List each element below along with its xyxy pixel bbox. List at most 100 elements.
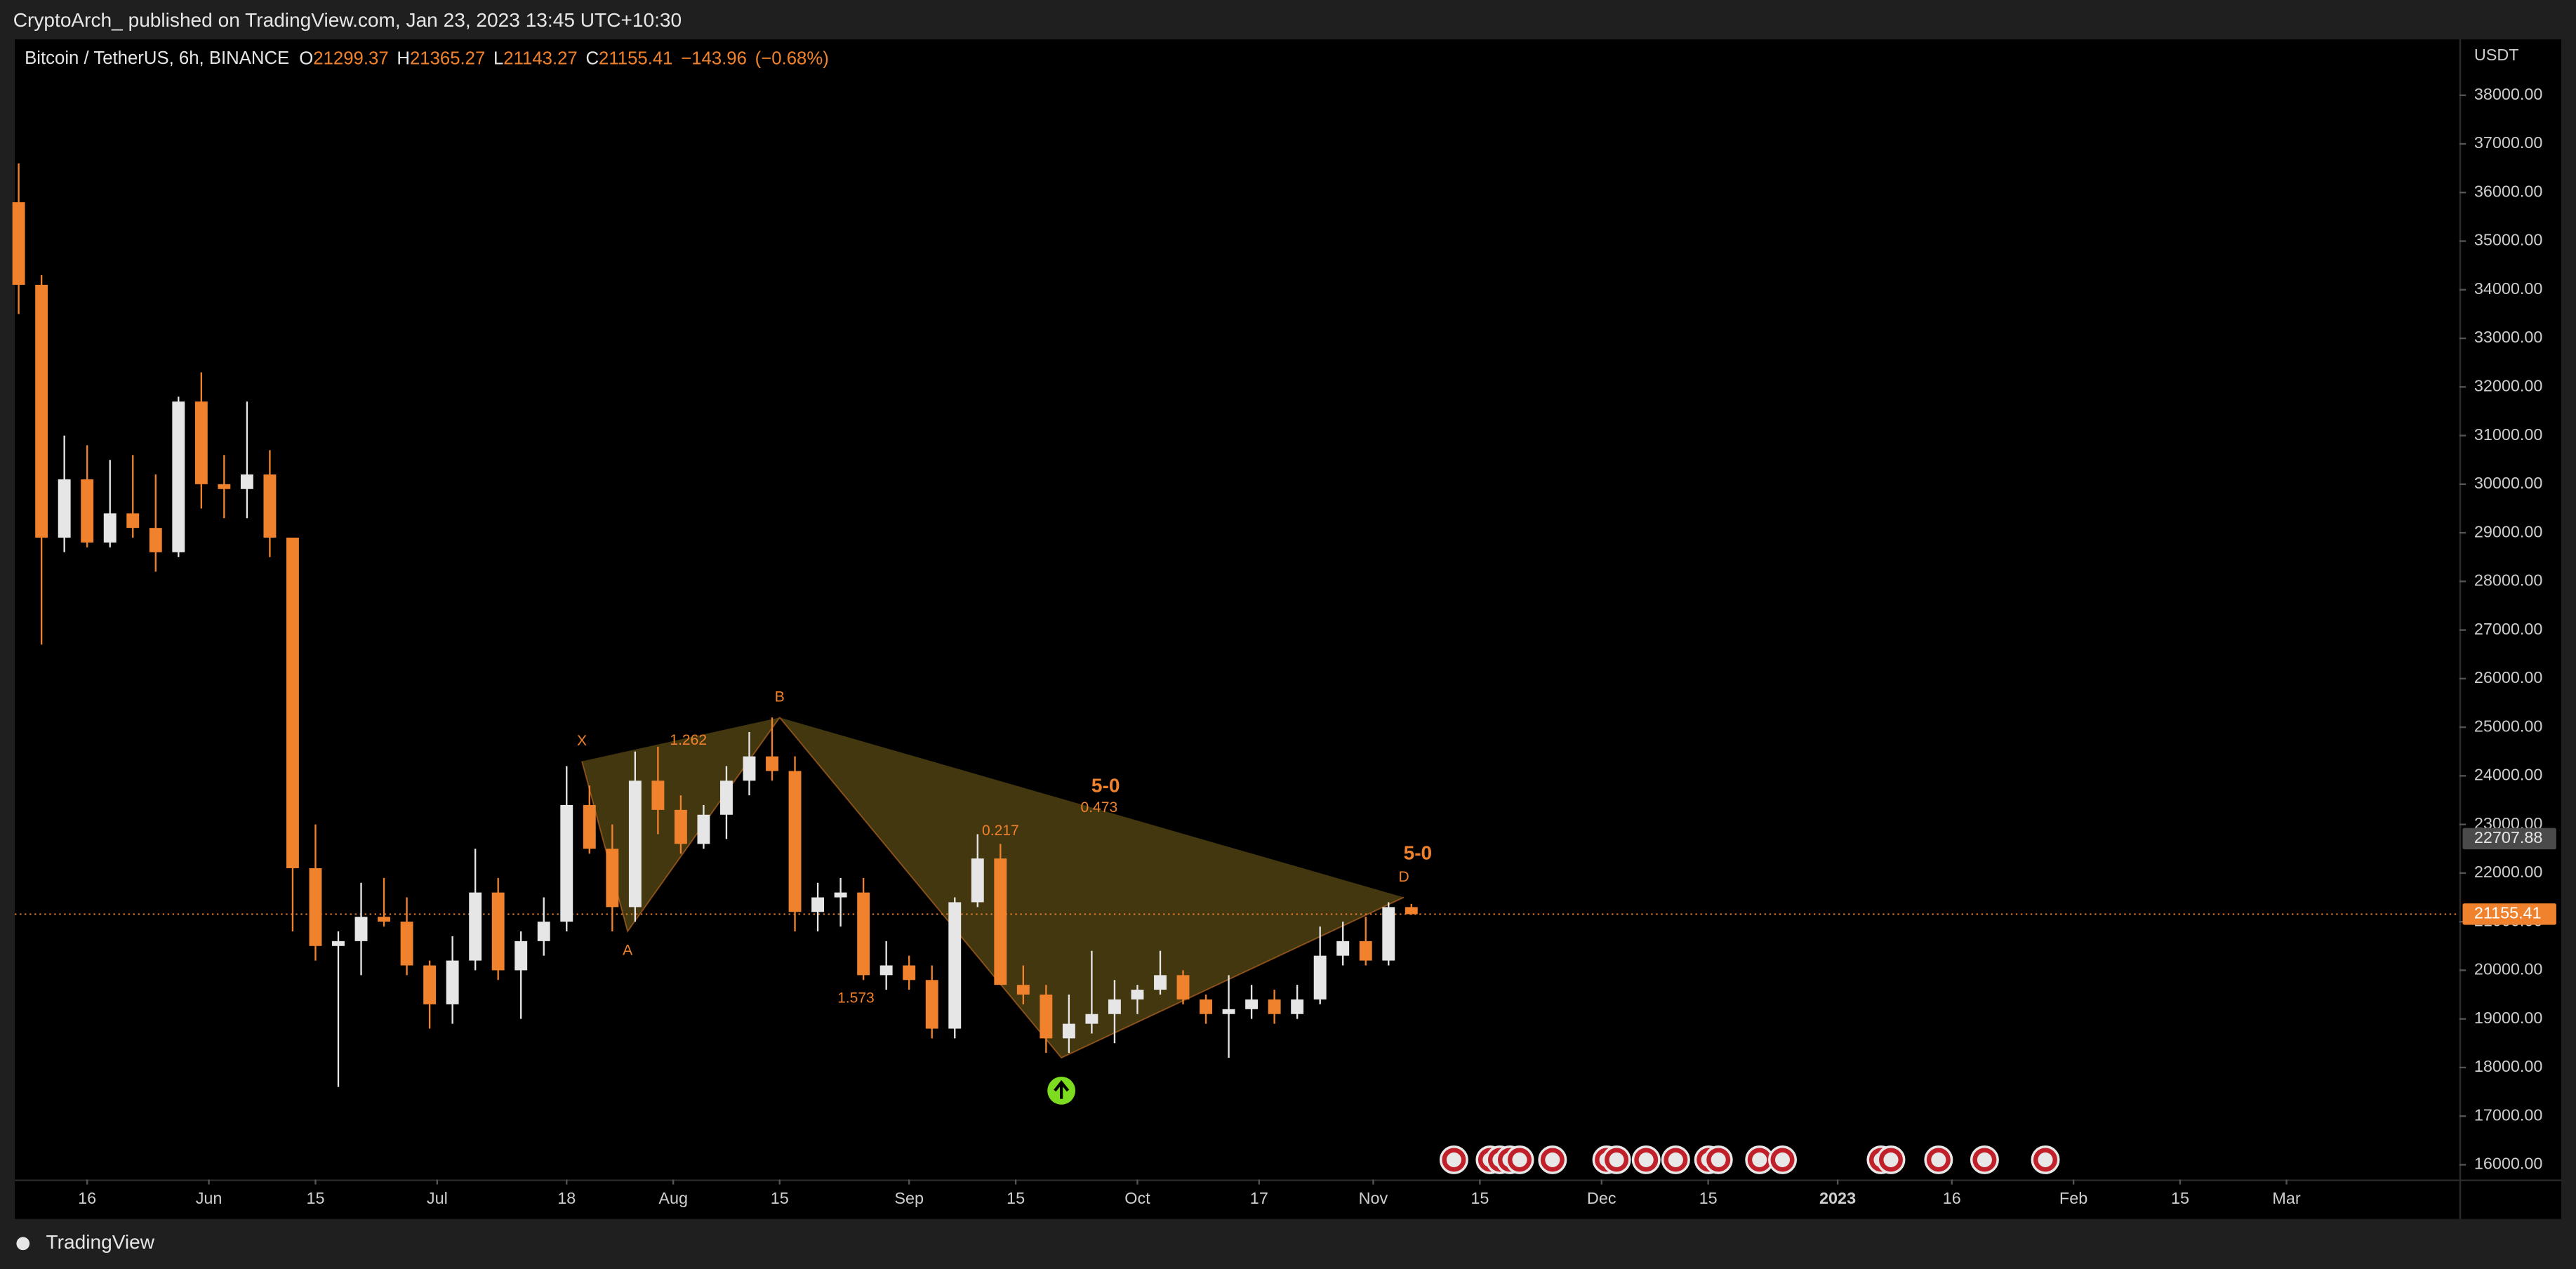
x-tick-label: Aug (658, 1189, 688, 1207)
y-tick-label: 34000.00 (2474, 279, 2543, 298)
candle-body (583, 804, 596, 849)
brand-name: TradingView (46, 1231, 155, 1253)
candle-body (788, 771, 802, 912)
pattern-ratio: 1.262 (670, 732, 707, 748)
candle-body (263, 474, 277, 538)
candle-body (1108, 999, 1121, 1014)
event-flag-inner (1752, 1152, 1767, 1167)
y-tick-label: 33000.00 (2474, 328, 2543, 346)
y-tick-label: 29000.00 (2474, 522, 2543, 540)
ohlc-value: 21155.41 (599, 48, 672, 68)
candle-body (948, 902, 962, 1029)
x-tick-label: 15 (1699, 1189, 1718, 1207)
pattern-point-label: A (623, 943, 632, 959)
candle-body (743, 756, 756, 781)
y-tick-label: 27000.00 (2474, 620, 2543, 638)
x-tick-label: 17 (1250, 1189, 1268, 1207)
candle-body (446, 960, 459, 1004)
candle-body (1062, 1023, 1075, 1039)
y-tick-label: 20000.00 (2474, 960, 2543, 978)
candle-body (103, 513, 117, 543)
event-flag-inner (1545, 1152, 1560, 1167)
candle-body (697, 814, 710, 844)
y-tick-label: 31000.00 (2474, 425, 2543, 444)
event-flag-inner (1711, 1152, 1726, 1167)
x-tick-label: Feb (2059, 1189, 2087, 1207)
marker-price-tag: 22707.88 (2474, 828, 2543, 846)
x-tick-label: Mar (2272, 1189, 2300, 1207)
x-tick-label: 15 (2171, 1189, 2189, 1207)
x-tick-label: Nov (1359, 1189, 1388, 1207)
y-tick-label: 38000.00 (2474, 85, 2543, 103)
candle-body (674, 809, 687, 844)
x-axis-background (15, 1179, 2459, 1219)
candle-body (491, 892, 505, 971)
ohlc-value: 21143.27 (503, 48, 577, 68)
candle-body (811, 897, 825, 912)
candle-body (12, 202, 25, 285)
x-tick-label: 15 (1470, 1189, 1489, 1207)
candle-body (423, 965, 437, 1004)
y-tick-label: 16000.00 (2474, 1155, 2543, 1173)
x-tick-label: Oct (1124, 1189, 1150, 1207)
marker-price-tag-bg (2462, 828, 2556, 850)
pattern-name: 5-0 (1404, 842, 1433, 864)
x-tick-label: 2023 (1819, 1189, 1856, 1207)
candle-body (651, 780, 665, 810)
candle-body (1405, 907, 1418, 915)
pattern-ratio: 0.217 (982, 823, 1019, 839)
candle-body (903, 965, 916, 981)
candle-body (218, 484, 231, 489)
event-flag-inner (1638, 1152, 1654, 1167)
event-flag-inner (1977, 1152, 1992, 1167)
candle-body (537, 922, 550, 941)
event-flag-inner (1512, 1152, 1527, 1167)
candle-body (1085, 1014, 1098, 1024)
pattern-point-label: B (775, 689, 785, 705)
y-tick-label: 26000.00 (2474, 668, 2543, 686)
candle-body (879, 965, 893, 976)
candle-body (1016, 985, 1030, 995)
candle-body (81, 479, 94, 543)
y-tick-label: 22000.00 (2474, 863, 2543, 881)
legend: Bitcoin / TetherUS, 6h, BINANCE O21299.3… (25, 48, 829, 68)
change: −143.96 (681, 48, 747, 68)
last-price-tag-bg (2462, 903, 2556, 925)
footer: TradingView (16, 1231, 155, 1253)
y-tick-label: 28000.00 (2474, 571, 2543, 590)
event-flag-inner (1883, 1152, 1899, 1167)
y-axis-background (2461, 39, 2561, 1219)
candle-body (857, 892, 870, 976)
plot: X A B D 1.262 1.573 0.217 0.473 5-0 5-0 (12, 163, 2459, 1174)
event-flag-inner (1609, 1152, 1624, 1167)
pattern-name: 5-0 (1091, 775, 1120, 797)
candle-body (1200, 999, 1212, 1014)
candle-body (309, 868, 322, 946)
candle-body (149, 528, 162, 552)
last-price-tag: 21155.41 (2474, 904, 2542, 922)
candle-body (1222, 1009, 1235, 1014)
ohlc-value: 21365.27 (410, 48, 485, 68)
y-tick-label: 19000.00 (2474, 1009, 2543, 1027)
x-tick-label: 18 (557, 1189, 576, 1207)
candle-body (1313, 955, 1327, 999)
x-tick-label: Jul (427, 1189, 448, 1207)
x-tick-label: 16 (1943, 1189, 1961, 1207)
x-tick-label: 15 (306, 1189, 324, 1207)
plot-background (15, 39, 2459, 1180)
candle-body (720, 780, 733, 815)
candle-body (1382, 907, 1395, 961)
candle-body (354, 917, 368, 941)
pattern-fill (779, 717, 1405, 1058)
candle-body (971, 858, 984, 903)
event-flag-inner (1931, 1152, 1946, 1167)
signal-arrow (1054, 1079, 1070, 1099)
candle-body (126, 513, 140, 529)
ohlc-key: L (493, 48, 503, 68)
y-tick-label: 36000.00 (2474, 182, 2543, 200)
candle-body (1131, 990, 1144, 999)
candle-body (286, 538, 299, 868)
candle-body (994, 858, 1007, 985)
